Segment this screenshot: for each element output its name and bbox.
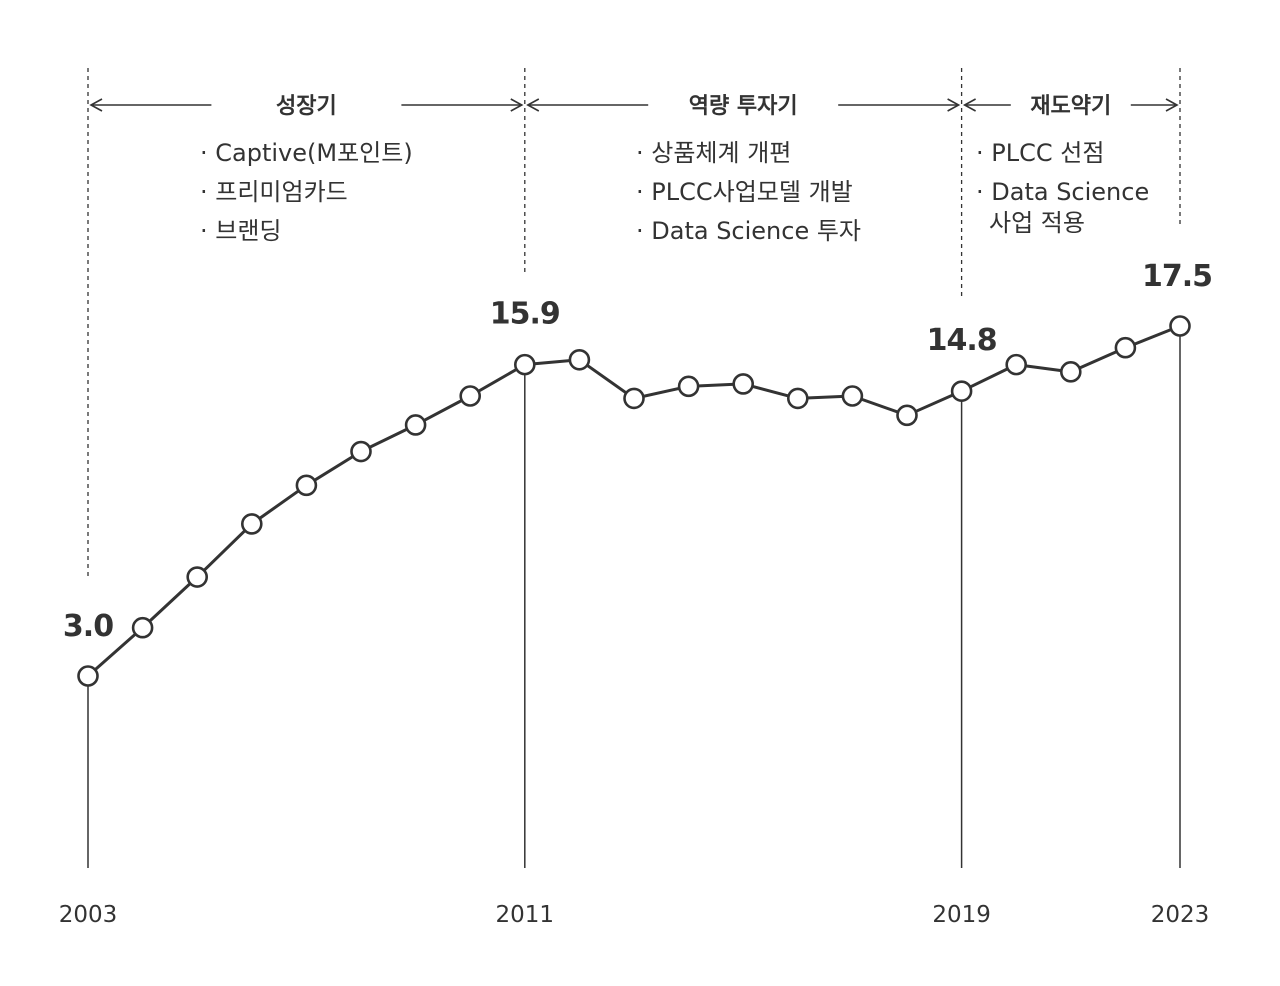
series-line [87,324,1181,678]
data-point-marker [732,373,755,395]
phase-bullet-item: · Data Science [976,178,1149,206]
data-label: 14.8 [927,323,997,358]
phase-bullet-item: · PLCC사업모델 개발 [636,178,853,206]
data-point-marker [896,404,918,427]
phase-bullet-item: · 브랜딩 [200,217,282,245]
data-point-marker [1114,336,1137,359]
phase-bullet-item: · Data Science 투자 [636,217,861,245]
year-guide-lines [87,326,1181,868]
data-point-marker [786,387,809,410]
phase-bullet-item: 사업 적용 [989,209,1085,237]
arrow-right-icon [510,98,524,112]
x-tick-label: 2003 [59,902,118,928]
data-point-marker [459,385,482,407]
arrow-left-icon [89,98,103,112]
data-point-marker [404,414,427,436]
data-point-marker [1169,315,1191,337]
data-point-marker [1005,353,1028,376]
phase-bullet-item: · 상품체계 개편 [636,139,791,167]
phase-title: 재도약기 [1030,94,1111,119]
data-point-marker [677,375,700,398]
data-point-marker [77,665,99,687]
x-tick-label: 2011 [496,902,555,928]
phase-title: 역량 투자기 [689,94,798,119]
x-axis-ticks: 2003 2011 2019 2023 [59,902,1210,928]
data-point-marker [568,348,591,371]
data-point-marker [295,474,318,497]
arrow-left-icon [962,98,976,112]
data-point-marker [186,566,208,588]
data-point-marker [241,513,263,535]
series-polyline [87,324,1181,678]
x-tick-label: 2019 [932,902,991,928]
data-point-marker [623,387,645,410]
data-point-marker [841,385,864,407]
x-tick-label: 2023 [1151,902,1210,928]
arrow-left-icon [526,98,540,112]
data-point-marker [513,353,536,376]
data-point-marker [1060,361,1082,383]
phase-bullet-item: · 프리미엄카드 [200,178,348,206]
data-point-markers [77,315,1191,687]
phase-bullet-item: · PLCC 선점 [976,139,1104,167]
arrow-right-icon [947,98,961,112]
arrow-right-icon [1165,98,1179,112]
data-label: 17.5 [1142,259,1212,294]
data-point-marker [950,380,973,402]
data-label: 3.0 [63,609,113,644]
data-label: 15.9 [490,297,560,332]
phase-title: 성장기 [276,94,337,119]
data-point-marker [131,616,154,639]
data-point-marker [350,440,372,463]
phase-annotations: 성장기 · Captive(M포인트) · 프리미엄카드 · 브랜딩 역량 투자기 · 상… [87,68,1181,580]
phase-bullet-item: · Captive(M포인트) [200,139,413,167]
data-labels: 3.0 15.9 14.8 17.5 [63,259,1213,644]
